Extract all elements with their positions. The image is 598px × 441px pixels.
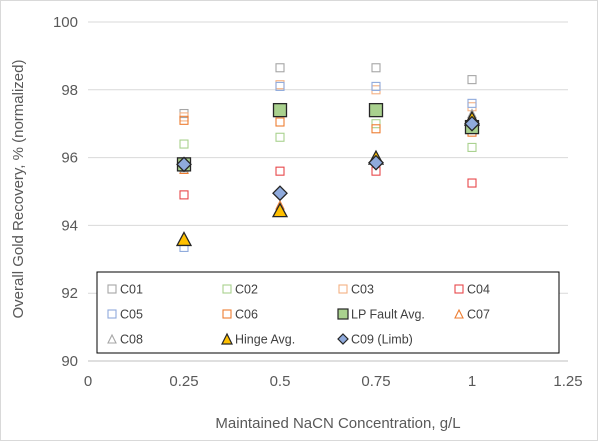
data-point [179,112,189,122]
data-point [467,98,477,108]
x-tick-label: 1 [468,373,476,390]
legend-label: LP Fault Avg. [351,308,425,322]
legend-marker [454,284,464,294]
x-axis-title: Maintained NaCN Concentration, g/L [215,415,460,432]
y-tick-label: 100 [53,14,78,31]
data-point [179,139,189,149]
data-point [275,81,285,91]
data-point [175,231,193,247]
y-tick-label: 94 [61,217,78,234]
legend: C01 C02 C03 C04 C05 C06 LP Fault Avg. C07 C08 Hin… [96,271,560,354]
legend-item: C04 [454,283,490,297]
legend-label: C07 [467,308,490,322]
gridlines [88,21,568,294]
legend-item: C02 [222,283,258,297]
y-tick-label: 90 [61,353,78,370]
y-tick-label: 98 [61,82,78,99]
data-point [275,117,285,127]
x-tick-label: 0.75 [361,373,390,390]
legend-marker [107,309,117,319]
y-tick-label: 92 [61,285,78,302]
data-point [275,132,285,142]
legend-label: C09 (Limb) [351,333,413,347]
data-point [371,81,381,91]
x-tick-label: 0.5 [270,373,291,390]
data-point [467,142,477,152]
legend-item: C03 [338,283,374,297]
data-point [275,166,285,176]
legend-box [96,271,560,354]
legend-marker [454,308,464,319]
data-point [467,75,477,85]
legend-label: C04 [467,283,490,297]
legend-item: C07 [454,308,490,322]
legend-marker [221,332,233,345]
legend-item: C05 [107,308,143,322]
data-point [371,119,381,129]
legend-item: Hinge Avg. [221,332,295,347]
data-point [275,63,285,73]
legend-label: C08 [120,333,143,347]
legend-label: C03 [351,283,374,297]
data-points [175,63,481,252]
y-axis-title: Overall Gold Recovery, % (normalized) [10,60,27,319]
data-point [371,63,381,73]
legend-marker [222,284,232,294]
legend-label: C06 [235,308,258,322]
data-point [371,124,381,134]
legend-marker [107,284,117,294]
x-tick-label: 0 [84,373,92,390]
y-tick-label: 96 [61,150,78,167]
data-point [368,154,384,171]
legend-label: C02 [235,283,258,297]
legend-label: C05 [120,308,143,322]
legend-item: C06 [222,308,258,322]
legend-marker [337,308,349,320]
data-point [464,115,480,132]
data-point [271,202,289,218]
legend-marker [337,333,349,345]
legend-item: C09 (Limb) [337,333,413,347]
legend-marker [338,284,348,294]
x-tick-label: 0.25 [169,373,198,390]
legend-label: C01 [120,283,143,297]
legend-label: Hinge Avg. [235,333,295,347]
data-point [176,156,192,173]
data-point [179,190,189,200]
data-point [272,102,288,118]
data-point [179,115,189,125]
legend-marker [107,333,117,344]
data-point [272,185,288,202]
data-point [368,102,384,118]
legend-item: LP Fault Avg. [337,308,425,322]
legend-item: C01 [107,283,143,297]
axes: 90 92 94 96 98 100 0 0.25 0.5 0.75 1 1.25 [53,14,583,390]
legend-marker [222,309,232,319]
data-point [467,178,477,188]
legend-item: C08 [107,333,143,347]
x-tick-label: 1.25 [553,373,582,390]
